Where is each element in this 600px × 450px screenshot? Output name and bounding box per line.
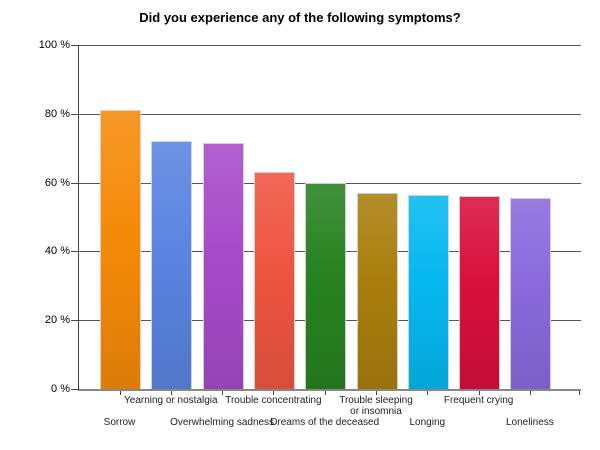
bar-yearning-or-nostalgia (151, 141, 193, 389)
x-axis-label-trouble-concentrating: Trouble concentrating (225, 395, 322, 406)
x-axis-tick (427, 391, 429, 395)
gridline-80-percent (79, 113, 581, 115)
y-axis-label-40: 40 % (44, 245, 70, 258)
chart-title: Did you experience any of the following … (139, 10, 461, 25)
x-axis-label-dreams-of-the-deceased: Dreams of the deceased (270, 417, 380, 428)
x-axis-tick (222, 391, 224, 395)
x-axis-tick (376, 391, 377, 395)
y-axis-tick (71, 113, 79, 115)
x-axis-tick (478, 391, 480, 395)
x-axis-tick (273, 391, 275, 395)
x-axis-label-longing: Longing (409, 417, 446, 428)
y-axis-tick (71, 251, 79, 253)
x-axis-label-frequent-crying: Frequent crying (443, 395, 514, 406)
x-axis-tick (529, 391, 531, 395)
x-axis-label-yearning-or-nostalgia: Yearning or nostalgia (124, 395, 218, 406)
y-axis-label-100: 100 % (38, 39, 70, 51)
plot-area (71, 45, 581, 391)
x-axis-end-tick (579, 391, 580, 395)
x-axis-tick (170, 391, 172, 395)
bar-trouble-sleeping-or-insomnia (356, 192, 398, 389)
y-axis-tick (71, 45, 79, 46)
x-axis-label-overwhelming-sadness: Overwhelming sadness (170, 417, 275, 428)
y-axis-tick (71, 182, 79, 184)
bar-trouble-concentrating (253, 172, 295, 389)
bar-dreams-of-the-deceased (305, 182, 347, 389)
y-axis-tick (71, 320, 79, 322)
y-axis-label-0: 0 % (51, 383, 70, 395)
bar-loneliness (510, 198, 552, 389)
x-axis-label-sorrow: Sorrow (103, 417, 136, 428)
bar-longing (407, 194, 449, 389)
y-axis-label-80: 80 % (44, 107, 70, 120)
x-axis-tick (324, 391, 326, 395)
x-axis-label-loneliness: Loneliness (505, 417, 554, 428)
y-axis-label-20: 20 % (44, 314, 70, 327)
bar-overwhelming-sadness (202, 143, 244, 389)
x-axis-tick (119, 391, 121, 395)
bar-sorrow (100, 110, 141, 389)
gridline-100-percent (79, 45, 581, 46)
y-axis-tick (71, 389, 79, 390)
x-axis-label-trouble-sleeping-or-insomnia: Trouble sleeping or insomnia (339, 395, 413, 417)
y-axis-label-60: 60 % (44, 176, 70, 189)
bar-frequent-crying (459, 196, 501, 389)
